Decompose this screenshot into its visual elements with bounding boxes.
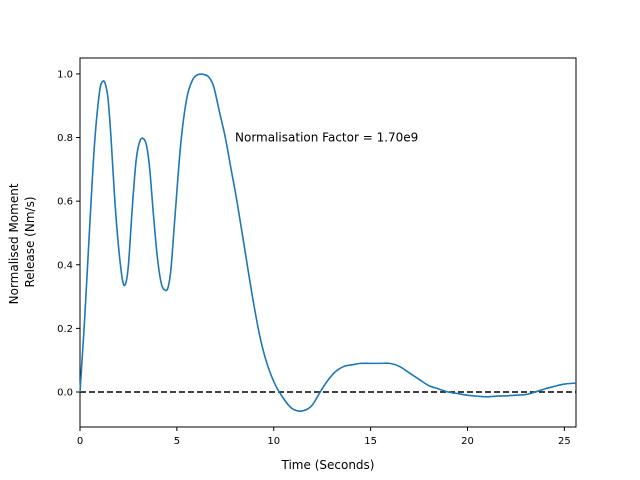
y-axis-label: Normalised Moment Release (Nm/s) bbox=[7, 180, 37, 305]
y-axis-ticks: 0.0 0.2 0.4 0.6 0.8 1.0 bbox=[57, 69, 80, 399]
y-tick-label: 1.0 bbox=[57, 69, 73, 80]
series-line bbox=[79, 73, 577, 412]
y-axis-label-line-1: Normalised Moment bbox=[7, 183, 21, 304]
x-axis-ticks: 0 5 10 15 20 25 bbox=[77, 427, 571, 447]
y-tick-label: 0.0 bbox=[57, 388, 73, 399]
y-tick-label: 0.2 bbox=[57, 324, 73, 335]
x-tick-label: 10 bbox=[267, 436, 280, 447]
x-tick-label: 20 bbox=[461, 436, 474, 447]
plot-area-frame bbox=[79, 57, 577, 428]
y-axis-label-line-2: Release (Nm/s) bbox=[23, 196, 37, 287]
y-tick-label: 0.4 bbox=[57, 260, 73, 271]
y-tick-label: 0.8 bbox=[57, 133, 73, 144]
x-tick-label: 25 bbox=[558, 436, 571, 447]
x-tick-label: 15 bbox=[364, 436, 377, 447]
annotation-text: Normalisation Factor = 1.70e9 bbox=[235, 131, 418, 145]
y-tick-label: 0.6 bbox=[57, 197, 73, 208]
x-axis-label: Time (Seconds) bbox=[281, 458, 375, 472]
x-tick-label: 0 bbox=[77, 436, 83, 447]
x-tick-label: 5 bbox=[174, 436, 180, 447]
